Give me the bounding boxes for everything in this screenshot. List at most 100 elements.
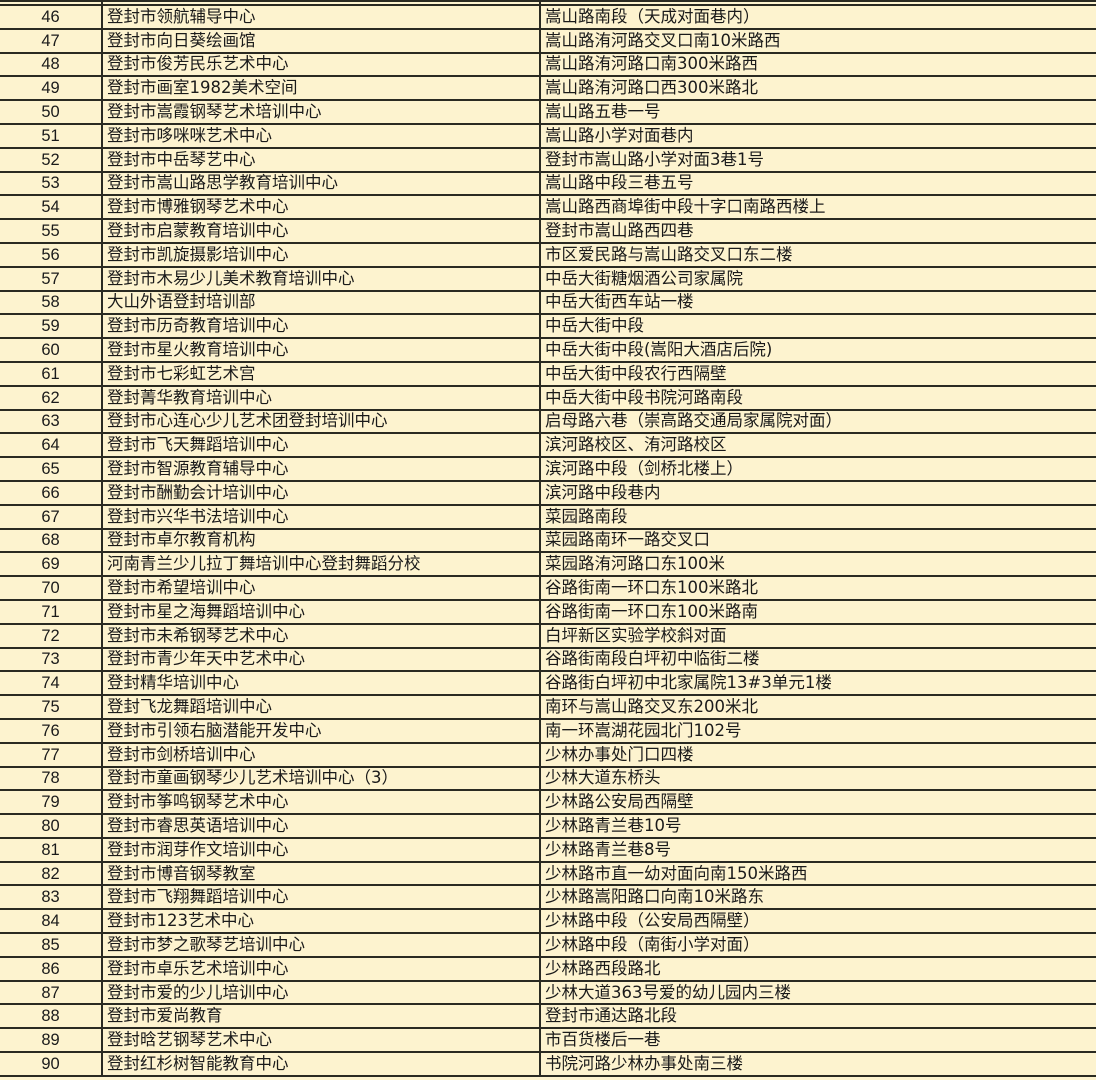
cell-address: 登封市嵩山路西四巷: [539, 218, 1096, 244]
cell-address: 白坪新区实验学校斜对面: [539, 622, 1096, 649]
cell-name: 登封市中岳琴艺中心: [101, 146, 541, 173]
cell-name: 登封市筝鸣钢琴艺术中心: [101, 789, 541, 816]
table-row: 86 登封市卓乐艺术培训中心 少林路西段路北: [0, 955, 1096, 982]
table-row: 66 登封市酬勤会计培训中心 滨河路中段巷内: [0, 479, 1096, 506]
cell-address: 启母路六巷（崇高路交通局家属院对面）: [539, 408, 1096, 435]
cell-address: 嵩山路西商埠街中段十字口南路西楼上: [539, 194, 1096, 221]
table-row: 89 登封晗艺钢琴艺术中心 市百货楼后一巷: [0, 1027, 1096, 1054]
cell-name: 河南青兰少儿拉丁舞培训中心登封舞蹈分校: [101, 551, 541, 578]
cell-number: 67: [0, 503, 103, 530]
table-row: 54 登封市博雅钢琴艺术中心 嵩山路西商埠街中段十字口南路西楼上: [0, 194, 1096, 221]
cell-address: 嵩山路小学对面巷内: [539, 122, 1096, 149]
table-row: 81 登封市润芽作文培训中心 少林路青兰巷8号: [0, 836, 1096, 863]
cell-number: 90: [0, 1051, 103, 1077]
cell-name: 登封市童画钢琴少儿艺术培训中心（3）: [101, 765, 541, 792]
table-row: 63 登封市心连心少儿艺术团登封培训中心 启母路六巷（崇高路交通局家属院对面）: [0, 408, 1096, 435]
cell-name: 登封市卓乐艺术培训中心: [101, 955, 541, 982]
cell-name: 登封市希望培训中心: [101, 575, 541, 601]
cell-number: 55: [0, 218, 103, 244]
cell-name: 登封市嵩霞钢琴艺术培训中心: [101, 99, 541, 125]
cell-address: 南一环嵩湖花园北门102号: [539, 717, 1096, 744]
table-row: 74 登封精华培训中心 谷路街白坪初中北家属院13#3单元1楼: [0, 670, 1096, 697]
table-row: 59 登封市历奇教育培训中心 中岳大街中段: [0, 313, 1096, 340]
cell-name: [101, 0, 541, 6]
cell-name: 登封市卓尔教育机构: [101, 527, 541, 554]
table-row: 55 登封市启蒙教育培训中心 登封市嵩山路西四巷: [0, 218, 1096, 244]
cell-address: 少林路西段路北: [539, 955, 1096, 982]
table-row: 70 登封市希望培训中心 谷路街南一环口东100米路北: [0, 575, 1096, 601]
table-row: 60 登封市星火教育培训中心 中岳大街中段(嵩阳大酒店后院): [0, 337, 1096, 363]
table-row: 72 登封市未希钢琴艺术中心 白坪新区实验学校斜对面: [0, 622, 1096, 649]
cell-number: 71: [0, 598, 103, 625]
cell-name: 登封市领航辅导中心: [101, 4, 541, 30]
cell-address: 登封市通达路北段: [539, 1003, 1096, 1030]
cell-name: 登封市心连心少儿艺术团登封培训中心: [101, 408, 541, 435]
table-row: 78 登封市童画钢琴少儿艺术培训中心（3） 少林大道东桥头: [0, 765, 1096, 792]
table-row: 53 登封市嵩山路思学教育培训中心 嵩山路中段三巷五号: [0, 170, 1096, 197]
cell-name: 登封市兴华书法培训中心: [101, 503, 541, 530]
cell-number: 86: [0, 955, 103, 982]
table-row: 77 登封市剑桥培训中心 少林办事处门口四楼: [0, 741, 1096, 768]
cell-number: 50: [0, 99, 103, 125]
cell-number: 68: [0, 527, 103, 554]
cell-name: 登封市未希钢琴艺术中心: [101, 622, 541, 649]
cell-number: 87: [0, 979, 103, 1006]
cell-number: 48: [0, 51, 103, 78]
cell-number: 77: [0, 741, 103, 768]
cell-address: 嵩山路洧河路交叉口南10米路西: [539, 27, 1096, 54]
cell-address: 嵩山路中段三巷五号: [539, 170, 1096, 197]
cell-address: 少林路中段（公安局西隔壁）: [539, 908, 1096, 935]
cell-name: 登封市木易少儿美术教育培训中心: [101, 265, 541, 292]
cell-number: 73: [0, 646, 103, 673]
cell-name: 登封市睿思英语培训中心: [101, 813, 541, 839]
table-row: 85 登封市梦之歌琴艺培训中心 少林路中段（南街小学对面）: [0, 932, 1096, 958]
cell-address: 书院河路少林办事处南三楼: [539, 1051, 1096, 1077]
cell-number: 53: [0, 170, 103, 197]
cell-number: 47: [0, 27, 103, 54]
cell-address: 中岳大街糖烟酒公司家属院: [539, 265, 1096, 292]
cell-name: 登封市博雅钢琴艺术中心: [101, 194, 541, 221]
cell-number: 75: [0, 694, 103, 720]
table-row-partial: [0, 0, 1096, 6]
table-row: 46 登封市领航辅导中心 嵩山路南段（天成对面巷内）: [0, 4, 1096, 30]
cell-address: 谷路街白坪初中北家属院13#3单元1楼: [539, 670, 1096, 697]
table-row: 69 河南青兰少儿拉丁舞培训中心登封舞蹈分校 菜园路洧河路口东100米: [0, 551, 1096, 578]
cell-address: 谷路街南段白坪初中临街二楼: [539, 646, 1096, 673]
cell-number: 84: [0, 908, 103, 935]
cell-number: 63: [0, 408, 103, 435]
table-row: 52 登封市中岳琴艺中心 登封市嵩山路小学对面3巷1号: [0, 146, 1096, 173]
cell-number: 80: [0, 813, 103, 839]
cell-name: 登封市启蒙教育培训中心: [101, 218, 541, 244]
cell-address: 中岳大街中段: [539, 313, 1096, 340]
cell-number: 82: [0, 860, 103, 887]
cell-name: 登封市爱尚教育: [101, 1003, 541, 1030]
cell-number: 88: [0, 1003, 103, 1030]
cell-name: 登封市酬勤会计培训中心: [101, 479, 541, 506]
cell-address: 市区爱民路与嵩山路交叉口东二楼: [539, 241, 1096, 268]
table-row: 49 登封市画室1982美术空间 嵩山路洧河路口西300米路北: [0, 75, 1096, 102]
cell-name: 登封市博音钢琴教室: [101, 860, 541, 887]
cell-number: 66: [0, 479, 103, 506]
cell-address: 登封市嵩山路小学对面3巷1号: [539, 146, 1096, 173]
cell-name: 登封市引领右脑潜能开发中心: [101, 717, 541, 744]
cell-address: 嵩山路洧河路口西300米路北: [539, 75, 1096, 102]
cell-name: 登封市七彩虹艺术宫: [101, 360, 541, 387]
cell-name: 登封菁华教育培训中心: [101, 384, 541, 411]
cell-address: 中岳大街中段(嵩阳大酒店后院): [539, 337, 1096, 363]
cell-name: 登封市向日葵绘画馆: [101, 27, 541, 54]
cell-name: 登封市星火教育培训中心: [101, 337, 541, 363]
table-row: 82 登封市博音钢琴教室 少林路市直一幼对面向南150米路西: [0, 860, 1096, 887]
table-row: 88 登封市爱尚教育 登封市通达路北段: [0, 1003, 1096, 1030]
table-row: 83 登封市飞翔舞蹈培训中心 少林路嵩阳路口向南10米路东: [0, 884, 1096, 911]
table-row: 87 登封市爱的少儿培训中心 少林大道363号爱的幼儿园内三楼: [0, 979, 1096, 1006]
cell-address: 谷路街南一环口东100米路北: [539, 575, 1096, 601]
cell-number: 52: [0, 146, 103, 173]
cell-number: 65: [0, 456, 103, 482]
cell-name: 登封市画室1982美术空间: [101, 75, 541, 102]
table-row: 76 登封市引领右脑潜能开发中心 南一环嵩湖花园北门102号: [0, 717, 1096, 744]
cell-name: 登封市凯旋摄影培训中心: [101, 241, 541, 268]
cell-name: 登封晗艺钢琴艺术中心: [101, 1027, 541, 1054]
table-row: 75 登封飞龙舞蹈培训中心 南环与嵩山路交叉东200米北: [0, 694, 1096, 720]
table-row: 68 登封市卓尔教育机构 菜园路南环一路交叉口: [0, 527, 1096, 554]
